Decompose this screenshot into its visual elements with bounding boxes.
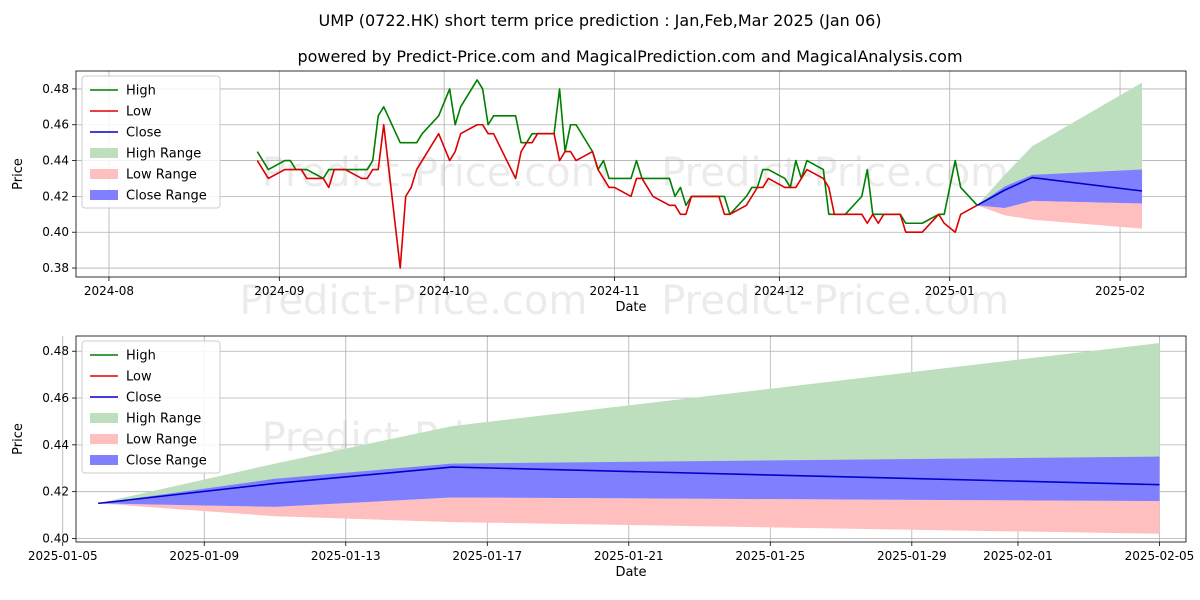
legend-label-close: Close [126,391,161,406]
x-tick-label: 2025-01-17 [452,549,522,563]
x-tick-label: 2025-01-09 [169,549,239,563]
x-tick-label: 2025-01 [925,284,975,298]
chart-title: UMP (0722.HK) short term price predictio… [318,11,881,30]
y-tick-label: 0.44 [42,154,69,168]
legend-swatch-high_range [90,148,118,158]
legend: High Low Close High Range Low Range Close Ran… [81,75,221,209]
legend-label-high: High [126,349,156,364]
y-tick-label: 0.38 [42,261,69,275]
y-tick-label: 0.42 [42,485,69,499]
legend-swatch-close_range [90,455,118,465]
y-tick-label: 0.40 [42,531,69,545]
y-tick-label: 0.46 [42,391,69,405]
watermark-text: Predict-Price.com [661,278,1009,324]
x-tick-label: 2024-09 [254,284,304,298]
close-range-area [977,169,1143,209]
close-series-line [98,466,1160,505]
low-range-area [98,497,1160,534]
legend-label-low_range: Low Range [126,168,197,183]
legend-label-high: High [126,84,156,99]
close-range-area [98,456,1160,507]
forecast-panel: Predict-Price.comPredict-Price.com2025-0… [11,335,1195,580]
x-axis-label: Date [615,565,646,580]
x-axis-label: Date [615,300,646,315]
legend-swatch-low_range [90,169,118,179]
x-tick-label: 2025-01-05 [28,549,98,563]
x-tick-label: 2025-02-05 [1125,549,1195,563]
legend-label-low: Low [126,105,152,120]
legend-label-close_range: Close Range [126,454,207,469]
legend-label-close: Close [126,126,161,141]
y-tick-label: 0.46 [42,118,69,132]
watermark-text: Predict-Price.com [262,150,610,196]
legend: High Low Close High Range Low Range Close Ran… [81,340,221,474]
x-tick-label: 2024-08 [84,284,134,298]
plot-frame [75,335,1187,543]
legend-label-high_range: High Range [126,147,201,162]
y-axis-label: Price [11,158,26,190]
low-range-area [977,200,1143,229]
x-tick-label: 2025-01-21 [594,549,664,563]
legend-label-close_range: Close Range [126,189,207,204]
x-tick-label: 2024-10 [419,284,469,298]
x-tick-label: 2025-01-13 [311,549,381,563]
x-tick-label: 2024-12 [754,284,804,298]
x-tick-label: 2024-11 [589,284,639,298]
y-tick-label: 0.40 [42,225,69,239]
x-tick-label: 2025-01-29 [877,549,947,563]
legend-label-low: Low [126,370,152,385]
y-axis-label: Price [11,423,26,455]
legend-label-high_range: High Range [126,412,201,427]
chart-subtitle: powered by Predict-Price.com and Magical… [297,47,962,66]
watermark-text: Predict-Price.com [661,150,1009,196]
y-tick-label: 0.48 [42,344,69,358]
low-series-line [256,123,978,269]
watermark: Predict-Price.com Predict-Price.com Predic… [239,150,1009,324]
legend-swatch-low_range [90,434,118,444]
legend-swatch-close_range [90,190,118,200]
y-tick-label: 0.48 [42,82,69,96]
watermark-text: Predict-Price.com [239,278,587,324]
x-tick-label: 2025-02-01 [983,549,1053,563]
history-panel: Predict-Price.com Predict-Price.com Predic… [11,70,1187,324]
y-tick-label: 0.42 [42,189,69,203]
legend-label-low_range: Low Range [126,433,197,448]
legend-swatch-high_range [90,413,118,423]
plot-frame [75,70,1187,278]
y-tick-label: 0.44 [42,438,69,452]
x-tick-label: 2025-01-25 [735,549,805,563]
x-tick-label: 2025-02 [1095,284,1145,298]
close-series-line [976,176,1143,207]
